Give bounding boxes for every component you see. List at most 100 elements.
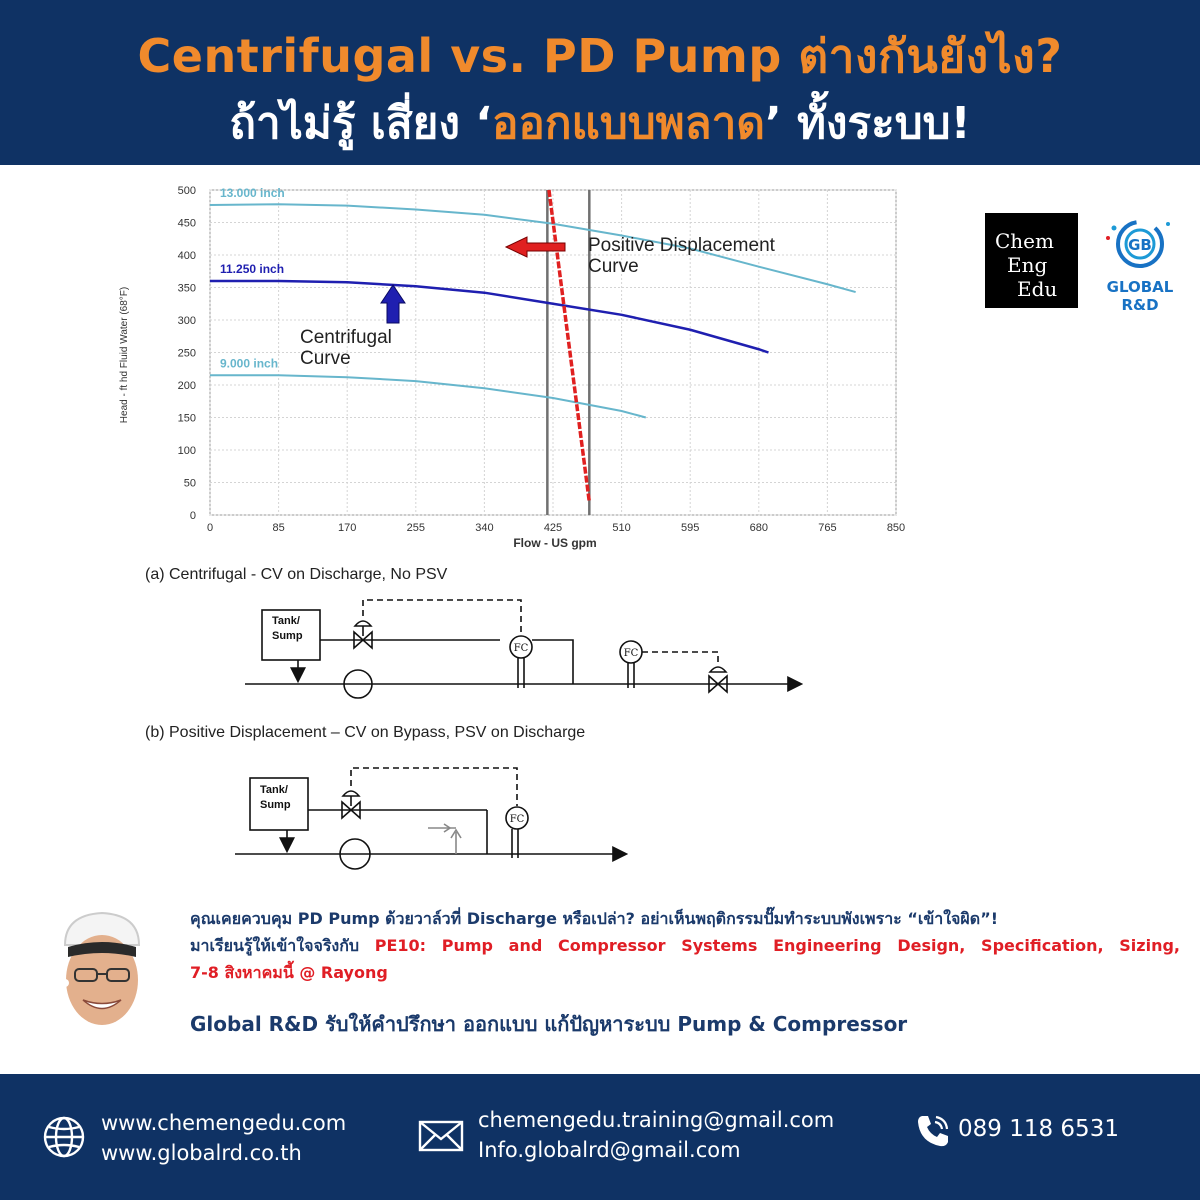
pd-arrow-icon [504, 236, 566, 258]
x-tick-label: 85 [272, 522, 284, 534]
x-tick-label: 595 [681, 522, 699, 534]
series-label: 13.000 inch [220, 186, 285, 200]
y-axis-label: Head - ft hd Fluid Water (68°F) [119, 287, 130, 423]
fc-b-label: FC [510, 814, 525, 825]
x-tick-label: 340 [475, 522, 493, 534]
subtitle-pre: ถ้าไม่รู้ เสี่ยง ‘ [229, 98, 492, 149]
instructor-avatar [61, 911, 141, 1025]
promo-line-2-pre: มาเรียนรู้ให้เข้าใจจริงกับ [190, 936, 375, 955]
website-links: www.chemengedu.com www.globalrd.co.th [101, 1108, 346, 1168]
centrifugal-annotation-label: Centrifugal Curve [300, 327, 397, 369]
chart-series-group: 13.000 inch 11.250 inch 9.000 inch [209, 186, 856, 515]
fc-a2-label: FC [624, 648, 639, 659]
globalrd-logo-text: GLOBAL R&D [1106, 278, 1174, 314]
x-tick-label: 765 [818, 522, 836, 534]
series-label: 11.250 inch [220, 262, 284, 276]
promo-line-2: มาเรียนรู้ให้เข้าใจจริงกับ PE10: Pump an… [190, 932, 1180, 959]
fc-a1-icon [509, 635, 533, 659]
tank-sump-a [261, 609, 321, 661]
pump-curve-chart: 13.000 inch 11.250 inch 9.000 inch 0 85 170 2… [119, 185, 906, 550]
series-line-pd [547, 189, 592, 503]
signal-line-b [350, 767, 518, 806]
tank-label-a1: Tank/ [272, 615, 300, 627]
control-valve-b-icon [341, 800, 361, 820]
x-tick-label: 510 [612, 522, 630, 534]
subtitle-post: ’ ทั้งระบบ! [764, 98, 971, 149]
fc-a1-label: FC [514, 643, 529, 654]
phone-number-link[interactable]: 089 118 6531 [958, 1116, 1119, 1142]
globe-icon [43, 1116, 85, 1158]
recycle-return-a [532, 639, 574, 684]
phone-icon [918, 1115, 949, 1147]
x-tick-label: 425 [544, 522, 562, 534]
y-tick-label: 100 [178, 445, 196, 457]
centrifugal-annotation-line1: Centrifugal [300, 327, 392, 348]
consulting-tagline: Global R&D รับให้คำปรึกษา ออกแบบ แก้ปัญห… [190, 1012, 908, 1036]
tank-sump-b [249, 777, 309, 831]
x-tick-label: 0 [207, 522, 213, 534]
scheme-a-centrifugal [245, 599, 804, 699]
y-tick-label: 500 [178, 185, 196, 197]
logo-eng-text: Eng [1007, 253, 1048, 277]
centrifugal-annotation-line2: Curve [300, 348, 351, 369]
promo-line-3: 7-8 สิงหาคมนี้ @ Rayong [190, 963, 388, 982]
x-axis-label: Flow - US gpm [513, 536, 596, 550]
y-tick-label: 200 [178, 380, 196, 392]
signal-line-a2 [642, 651, 719, 665]
series-line-11-250-inch [210, 279, 769, 354]
website-globalrd-link[interactable]: www.globalrd.co.th [101, 1141, 302, 1165]
y-tick-label: 0 [190, 510, 196, 522]
subtitle-highlight: ออกแบบพลาด [491, 98, 765, 149]
x-tick-label: 170 [338, 522, 356, 534]
psv-icon [428, 823, 462, 854]
footer-contact-bar: www.chemengedu.com www.globalrd.co.th ch… [0, 1074, 1200, 1200]
y-tick-label: 250 [178, 348, 196, 360]
y-tick-label: 300 [178, 315, 196, 327]
headline-subtitle: ถ้าไม่รู้ เสี่ยง ‘ออกแบบพลาด’ ทั้งระบบ! [0, 88, 1200, 158]
tank-label-a2: Sump [272, 630, 303, 642]
signal-line-a1 [362, 599, 522, 635]
email-links: chemengedu.training@gmail.com Info.globa… [478, 1105, 834, 1165]
promo-line-1: คุณเคยควบคุม PD Pump ด้วยวาล์วที่ Discha… [190, 909, 999, 928]
globalrd-emblem-icon: GB [1106, 220, 1170, 268]
series-line-13-000-inch [209, 203, 856, 294]
y-tick-label: 350 [178, 283, 196, 295]
promo-text: คุณเคยควบคุม PD Pump ด้วยวาล์วที่ Discha… [190, 905, 1180, 986]
email-chemengedu-link[interactable]: chemengedu.training@gmail.com [478, 1108, 835, 1132]
tank-label-b1: Tank/ [260, 784, 288, 796]
caption-centrifugal: (a) Centrifugal - CV on Discharge, No PS… [145, 566, 448, 583]
x-tick-label: 255 [407, 522, 425, 534]
chart-ticks: 0 85 170 255 340 425 510 595 680 765 850 0 50 100 150 2… [178, 185, 906, 534]
control-valve-a2-icon [708, 674, 728, 694]
promo-course-title: PE10: Pump and Compressor Systems Engine… [374, 936, 1180, 955]
control-schemes-diagram: (a) Centrifugal - CV on Discharge, No PS… [145, 566, 804, 870]
x-tick-label: 850 [887, 522, 905, 534]
globalrd-logo: GB GLOBAL R&D [1090, 210, 1190, 314]
y-tick-label: 450 [178, 218, 196, 230]
centrifugal-arrow-icon [380, 284, 406, 324]
scheme-b-positive-displacement [235, 767, 629, 870]
y-tick-label: 400 [178, 250, 196, 262]
y-tick-label: 150 [178, 413, 196, 425]
tank-label-b2: Sump [260, 799, 291, 811]
logo-edu-text: Edu [1017, 277, 1058, 301]
email-globalrd-link[interactable]: Info.globalrd@gmail.com [478, 1138, 741, 1162]
chemengedu-logo: Chem Eng Edu [985, 213, 1078, 308]
x-tick-label: 680 [750, 522, 768, 534]
pd-annotation-line1: Positive Displacement [588, 235, 776, 256]
website-chemengedu-link[interactable]: www.chemengedu.com [101, 1111, 347, 1135]
fc-b-icon [505, 806, 529, 830]
pd-annotation-label: Positive Displacement Curve [588, 235, 780, 277]
pd-annotation-line2: Curve [588, 256, 639, 277]
svg-text:GB: GB [1128, 236, 1152, 254]
series-label: 9.000 inch [220, 356, 278, 370]
logo-chem-text: Chem [995, 229, 1054, 253]
pump-b-icon [339, 838, 371, 870]
caption-positive-displacement: (b) Positive Displacement – CV on Bypass… [145, 724, 585, 741]
header-banner: Centrifugal vs. PD Pump ต่างกันยังไง? ถ้… [0, 0, 1200, 165]
mail-icon [418, 1120, 464, 1152]
headline-title: Centrifugal vs. PD Pump ต่างกันยังไง? [137, 29, 1063, 83]
y-tick-label: 50 [184, 478, 196, 490]
series-line-9-000-inch [210, 374, 647, 419]
pump-a-icon [343, 669, 373, 699]
